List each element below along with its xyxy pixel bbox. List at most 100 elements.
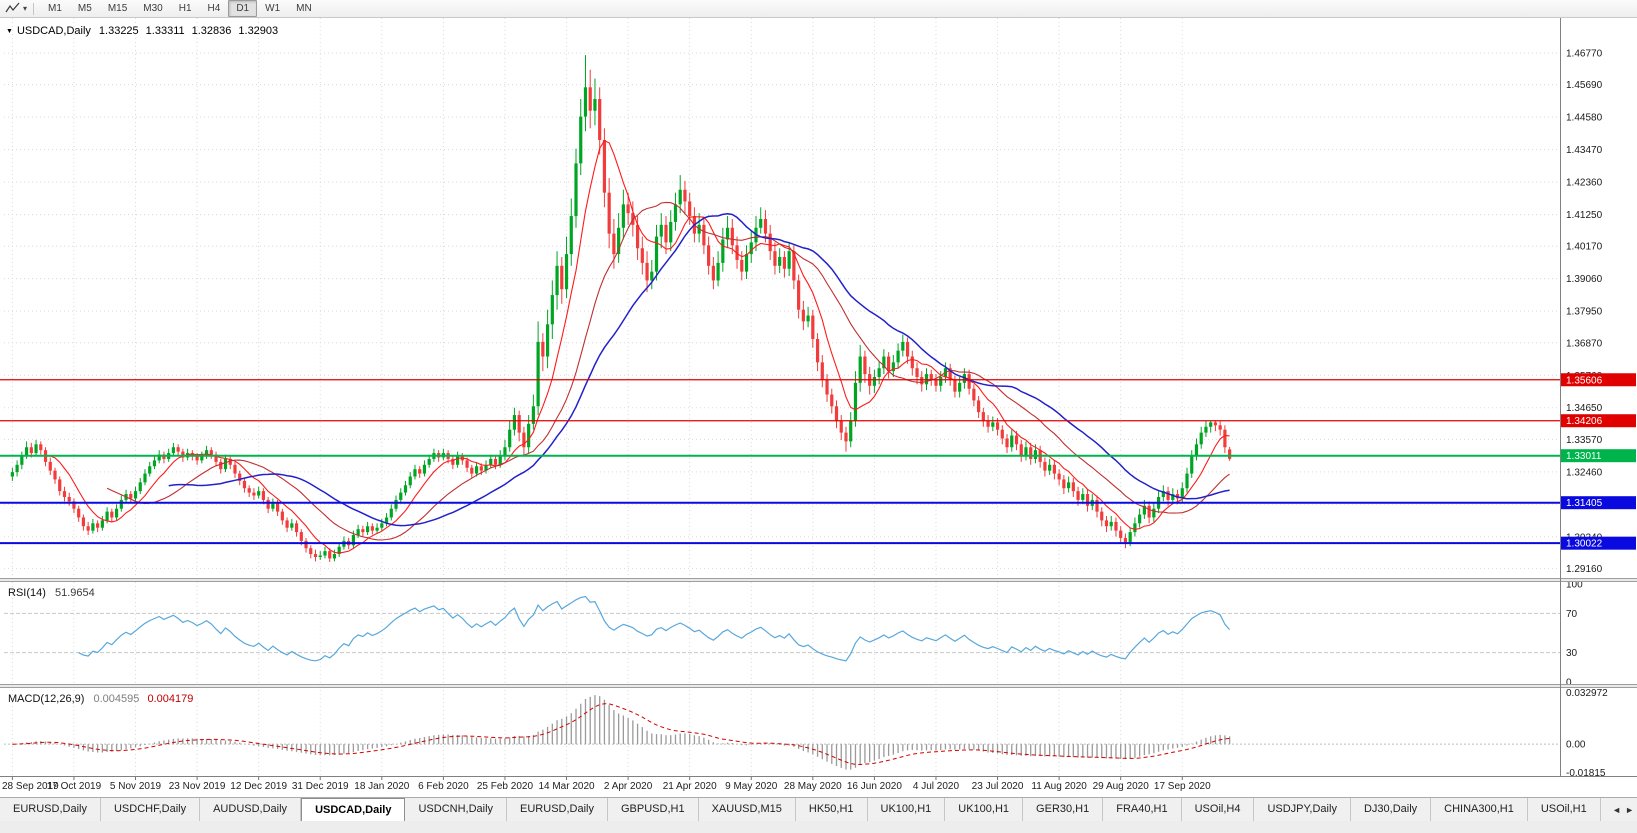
svg-text:1.44580: 1.44580 xyxy=(1566,113,1603,124)
svg-text:16 Jun 2020: 16 Jun 2020 xyxy=(847,781,902,792)
svg-text:0.032972: 0.032972 xyxy=(1566,688,1608,699)
collapse-triangle-icon[interactable]: ▼ xyxy=(6,27,13,35)
timeframe-button-m30[interactable]: M30 xyxy=(143,3,163,14)
chart-tab-hk50-h1[interactable]: HK50,H1 xyxy=(796,798,868,821)
macd-signal-value: 0.004179 xyxy=(147,693,194,705)
svg-text:18 Jan 2020: 18 Jan 2020 xyxy=(354,781,409,792)
svg-text:4 Jul 2020: 4 Jul 2020 xyxy=(913,781,960,792)
timeframe-button-w1[interactable]: W1 xyxy=(265,3,281,14)
timeframe-button-m15[interactable]: M15 xyxy=(107,3,128,14)
svg-text:25 Feb 2020: 25 Feb 2020 xyxy=(477,781,534,792)
svg-text:1.45690: 1.45690 xyxy=(1566,80,1603,91)
svg-text:1.37950: 1.37950 xyxy=(1566,307,1603,318)
svg-text:28 May 2020: 28 May 2020 xyxy=(784,781,842,792)
svg-text:-0.01815: -0.01815 xyxy=(1566,768,1606,779)
svg-text:2 Apr 2020: 2 Apr 2020 xyxy=(604,781,653,792)
chart-tab-usoil-h1[interactable]: USOil,H1 xyxy=(1528,798,1601,821)
timeframe-toolbar: ▾ M1 M5 M15 M30 H1 H4 D1 W1 MN xyxy=(0,0,1637,18)
macd-main-value: 0.004595 xyxy=(93,693,140,705)
svg-text:1.39060: 1.39060 xyxy=(1566,274,1603,285)
chart-tab-gbpusd-h1[interactable]: GBPUSD,H1 xyxy=(608,798,699,821)
svg-text:5 Nov 2019: 5 Nov 2019 xyxy=(110,781,162,792)
chart-line-icon[interactable] xyxy=(5,2,21,15)
svg-text:1.30022: 1.30022 xyxy=(1566,539,1603,550)
rsi-indicator-header: RSI(14) 51.9654 xyxy=(8,587,95,599)
macd-label: MACD(12,26,9) xyxy=(8,693,85,705)
timeframe-button-d1[interactable]: D1 xyxy=(228,0,258,17)
svg-text:1.29160: 1.29160 xyxy=(1566,564,1603,575)
svg-text:17 Oct 2019: 17 Oct 2019 xyxy=(47,781,102,792)
toolbar-separator xyxy=(33,2,35,15)
tab-scroll-controls: ◄ ► xyxy=(1608,798,1634,821)
svg-text:0: 0 xyxy=(1566,678,1572,689)
rsi-label: RSI(14) xyxy=(8,587,46,599)
svg-text:11 Aug 2020: 11 Aug 2020 xyxy=(1031,781,1087,792)
chart-tab-usoil-h4[interactable]: USOil,H4 xyxy=(1182,798,1255,821)
timeframe-button-h1[interactable]: H1 xyxy=(178,3,192,14)
svg-text:31 Dec 2019: 31 Dec 2019 xyxy=(292,781,349,792)
svg-text:1.31405: 1.31405 xyxy=(1566,498,1603,509)
svg-text:1.43470: 1.43470 xyxy=(1566,145,1603,156)
chart-tab-xauusd-m15[interactable]: XAUUSD,M15 xyxy=(699,798,796,821)
dropdown-caret-icon[interactable]: ▾ xyxy=(23,4,28,13)
svg-text:14 Mar 2020: 14 Mar 2020 xyxy=(538,781,595,792)
svg-text:100: 100 xyxy=(1566,580,1583,591)
macd-indicator-header: MACD(12,26,9) 0.004595 0.004179 xyxy=(8,693,193,705)
tab-scroll-right-icon[interactable]: ► xyxy=(1625,805,1634,815)
chart-area: 28 Sep 2019 17 Oct 2019 5 Nov 2019 23 Nov 2… xyxy=(0,18,1637,797)
chart-tab-ger30-h1[interactable]: GER30,H1 xyxy=(1023,798,1104,821)
svg-text:1.36870: 1.36870 xyxy=(1566,338,1603,349)
svg-text:23 Jul 2020: 23 Jul 2020 xyxy=(972,781,1024,792)
svg-text:9 May 2020: 9 May 2020 xyxy=(725,781,778,792)
chart-tab-uk100-h1[interactable]: UK100,H1 xyxy=(945,798,1024,821)
svg-text:0.00: 0.00 xyxy=(1566,740,1586,751)
svg-text:1.34650: 1.34650 xyxy=(1566,403,1603,414)
svg-text:1.42360: 1.42360 xyxy=(1566,178,1603,189)
svg-text:29 Aug 2020: 29 Aug 2020 xyxy=(1093,781,1150,792)
quote-open: 1.33225 xyxy=(98,25,139,37)
svg-text:6 Feb 2020: 6 Feb 2020 xyxy=(418,781,469,792)
rsi-value: 51.9654 xyxy=(54,587,95,599)
chart-tab-usdcnh-daily[interactable]: USDCNH,Daily xyxy=(405,798,508,821)
chart-tab-audusd-daily[interactable]: AUDUSD,Daily xyxy=(200,798,302,821)
svg-text:1.33570: 1.33570 xyxy=(1566,435,1603,446)
timeframe-button-h4[interactable]: H4 xyxy=(207,3,221,14)
svg-text:1.46770: 1.46770 xyxy=(1566,49,1603,60)
quote-high: 1.33311 xyxy=(145,25,185,37)
svg-text:1.32460: 1.32460 xyxy=(1566,467,1603,478)
timeframe-buttons-group: M1 M5 M15 M30 H1 H4 D1 W1 MN xyxy=(40,0,320,17)
bottom-filler xyxy=(0,821,1637,833)
timeframe-button-mn[interactable]: MN xyxy=(296,3,312,14)
chart-tab-china300-h1[interactable]: CHINA300,H1 xyxy=(1431,798,1528,821)
chart-tab-eurusd-daily[interactable]: EURUSD,Daily xyxy=(0,798,101,821)
svg-text:17 Sep 2020: 17 Sep 2020 xyxy=(1154,781,1211,792)
chart-tab-usdchf-daily[interactable]: USDCHF,Daily xyxy=(101,798,201,821)
timeframe-button-m5[interactable]: M5 xyxy=(77,3,92,14)
chart-tab-dj30-daily[interactable]: DJ30,Daily xyxy=(1351,798,1432,821)
svg-text:1.34206: 1.34206 xyxy=(1566,416,1603,427)
timeframe-button-m1[interactable]: M1 xyxy=(48,3,62,14)
chart-tab-eurusd-daily[interactable]: EURUSD,Daily xyxy=(507,798,608,821)
svg-text:1.35606: 1.35606 xyxy=(1566,375,1603,386)
quote-close: 1.32903 xyxy=(238,25,279,37)
symbol-label: USDCAD,Daily xyxy=(16,25,91,37)
chart-tab-uk100-h1[interactable]: UK100,H1 xyxy=(868,798,946,821)
svg-text:30: 30 xyxy=(1566,648,1578,659)
svg-text:23 Nov 2019: 23 Nov 2019 xyxy=(169,781,226,792)
svg-text:1.33011: 1.33011 xyxy=(1566,451,1602,462)
chart-tab-usdcad-daily[interactable]: USDCAD,Daily xyxy=(301,798,406,821)
svg-text:70: 70 xyxy=(1566,609,1578,620)
chart-tab-fra40-h1[interactable]: FRA40,H1 xyxy=(1103,798,1182,821)
chart-tab-usdjpy-daily[interactable]: USDJPY,Daily xyxy=(1254,798,1351,821)
chart-tabs-bar: EURUSD,Daily USDCHF,Daily AUDUSD,Daily USDC… xyxy=(0,797,1637,821)
svg-text:28 Sep 2019: 28 Sep 2019 xyxy=(2,781,59,792)
chart-tabs: EURUSD,Daily USDCHF,Daily AUDUSD,Daily USDC… xyxy=(0,798,1637,821)
quote-low: 1.32836 xyxy=(191,25,232,37)
svg-text:21 Apr 2020: 21 Apr 2020 xyxy=(663,781,717,792)
svg-text:1.41250: 1.41250 xyxy=(1566,210,1603,221)
tab-scroll-left-icon[interactable]: ◄ xyxy=(1612,805,1622,815)
svg-text:12 Dec 2019: 12 Dec 2019 xyxy=(230,781,287,792)
chart-symbol-header: ▼ USDCAD,Daily 1.33225 1.33311 1.32836 1… xyxy=(6,25,285,37)
svg-text:1.40170: 1.40170 xyxy=(1566,242,1603,253)
